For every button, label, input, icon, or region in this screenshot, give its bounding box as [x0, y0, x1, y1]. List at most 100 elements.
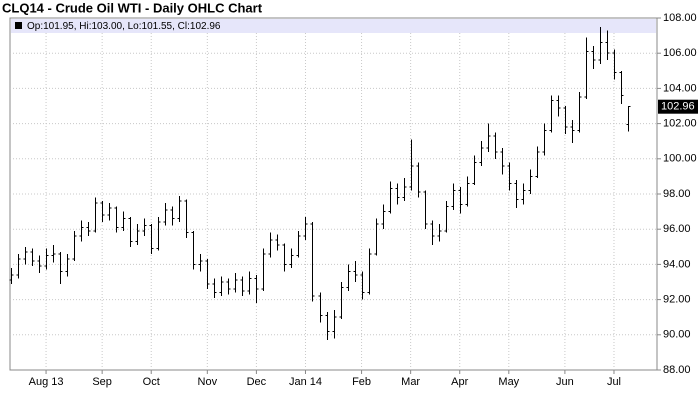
- y-tick-label: 100.00: [663, 153, 697, 165]
- ohlc-bar: [367, 248, 372, 295]
- ohlc-bar: [570, 120, 575, 143]
- x-tick-label: Nov: [198, 376, 218, 388]
- ohlc-bar: [261, 248, 266, 291]
- ohlc-bar: [584, 37, 589, 99]
- legend-text: Op:101.95, Hi:103.00, Lo:101.55, Cl:102.…: [27, 21, 221, 32]
- ohlc-bar: [486, 123, 491, 152]
- ohlc-bar: [51, 245, 56, 263]
- x-tick-label: Jan 14: [289, 376, 322, 388]
- ohlc-bar: [289, 248, 294, 268]
- ohlc-bar: [388, 181, 393, 214]
- ohlc-bar: [114, 206, 119, 233]
- last-price-label: 102.96: [661, 101, 695, 113]
- ohlc-bar: [521, 183, 526, 205]
- ohlc-bar: [128, 216, 133, 247]
- ohlc-bar: [268, 232, 273, 258]
- ohlc-bar: [395, 183, 400, 205]
- ohlc-bar: [44, 248, 49, 270]
- ohlc-bar: [16, 253, 21, 279]
- ohlc-bar: [247, 271, 252, 295]
- ohlc-bar: [542, 123, 547, 156]
- ohlc-bar: [310, 222, 315, 302]
- ohlc-bar: [107, 202, 112, 221]
- y-tick-label: 102.00: [663, 118, 697, 130]
- ohlc-bar: [549, 95, 554, 133]
- x-tick-label: Feb: [352, 376, 371, 388]
- ohlc-bar: [275, 234, 280, 251]
- ohlc-bar: [360, 271, 365, 300]
- ohlc-bar: [458, 186, 463, 214]
- ohlc-bar: [254, 274, 259, 304]
- ohlc-bar: [423, 190, 428, 230]
- ohlc-bar: [591, 46, 596, 70]
- ohlc-bar: [135, 223, 140, 246]
- ohlc-bar: [156, 216, 161, 251]
- ohlc-bar: [205, 259, 210, 290]
- ohlc-bar: [493, 132, 498, 159]
- ohlc-bar: [346, 264, 351, 291]
- ohlc-bar: [325, 311, 330, 341]
- y-tick-label: 88.00: [663, 364, 691, 376]
- ohlc-bar: [58, 252, 63, 284]
- legend-swatch: [15, 22, 22, 29]
- ohlc-bar: [149, 223, 154, 254]
- ohlc-bar: [226, 278, 231, 295]
- ohlc-bar: [184, 199, 189, 238]
- ohlc-bar: [30, 248, 35, 267]
- ohlc-bar: [402, 178, 407, 202]
- ohlc-bar: [507, 162, 512, 191]
- x-tick-label: Oct: [143, 376, 160, 388]
- y-tick-label: 92.00: [663, 294, 691, 306]
- y-tick-label: 108.00: [663, 12, 697, 24]
- ohlc-bar: [318, 292, 323, 323]
- y-tick-label: 90.00: [663, 329, 691, 341]
- ohlc-bar: [626, 106, 631, 132]
- y-tick-label: 96.00: [663, 223, 691, 235]
- x-tick-label: Aug 13: [29, 376, 64, 388]
- ohlc-bar: [500, 148, 505, 175]
- ohlc-bar: [612, 49, 617, 80]
- ohlc-bar: [212, 278, 217, 298]
- ohlc-bar: [514, 179, 519, 209]
- last-price-box: [658, 99, 698, 114]
- ohlc-bar: [72, 230, 77, 261]
- ohlc-bar: [177, 195, 182, 223]
- ohlc-bar: [451, 183, 456, 210]
- ohlc-bar: [535, 146, 540, 179]
- ohlc-bar: [191, 230, 196, 270]
- ohlc-bar: [430, 220, 435, 246]
- y-tick-label: 94.00: [663, 258, 691, 270]
- ohlc-bar: [353, 260, 358, 282]
- ohlc-bar: [163, 202, 168, 226]
- ohlc-bar: [142, 218, 147, 237]
- ohlc-bar: [93, 197, 98, 233]
- ohlc-bar: [619, 70, 624, 105]
- ohlc-bar: [528, 169, 533, 194]
- y-tick-label: 104.00: [663, 82, 697, 94]
- ohlc-bar: [605, 30, 610, 61]
- ohlc-bar: [444, 201, 449, 233]
- ohlc-bar: [556, 95, 561, 117]
- ohlc-bar: [37, 255, 42, 274]
- x-tick-label: May: [498, 376, 519, 388]
- ohlc-bar: [303, 216, 308, 240]
- ohlc-bar: [577, 91, 582, 133]
- ohlc-bar: [374, 218, 379, 256]
- x-tick-label: Dec: [247, 376, 267, 388]
- ohlc-bar: [339, 282, 344, 319]
- x-tick-label: Jun: [556, 376, 574, 388]
- ohlc-bar: [9, 267, 14, 284]
- y-tick-label: 106.00: [663, 47, 697, 59]
- ohlc-bar: [437, 223, 442, 242]
- ohlc-bar: [65, 253, 70, 277]
- ohlc-bar: [381, 204, 386, 230]
- ohlc-bar: [86, 222, 91, 237]
- x-tick-label: Mar: [401, 376, 420, 388]
- ohlc-bar: [100, 201, 105, 223]
- ohlc-bar: [409, 139, 414, 191]
- x-tick-label: Apr: [451, 376, 468, 388]
- plot-frame: [9, 17, 658, 371]
- ohlc-bar: [121, 211, 126, 231]
- ohlc-bar: [23, 246, 28, 265]
